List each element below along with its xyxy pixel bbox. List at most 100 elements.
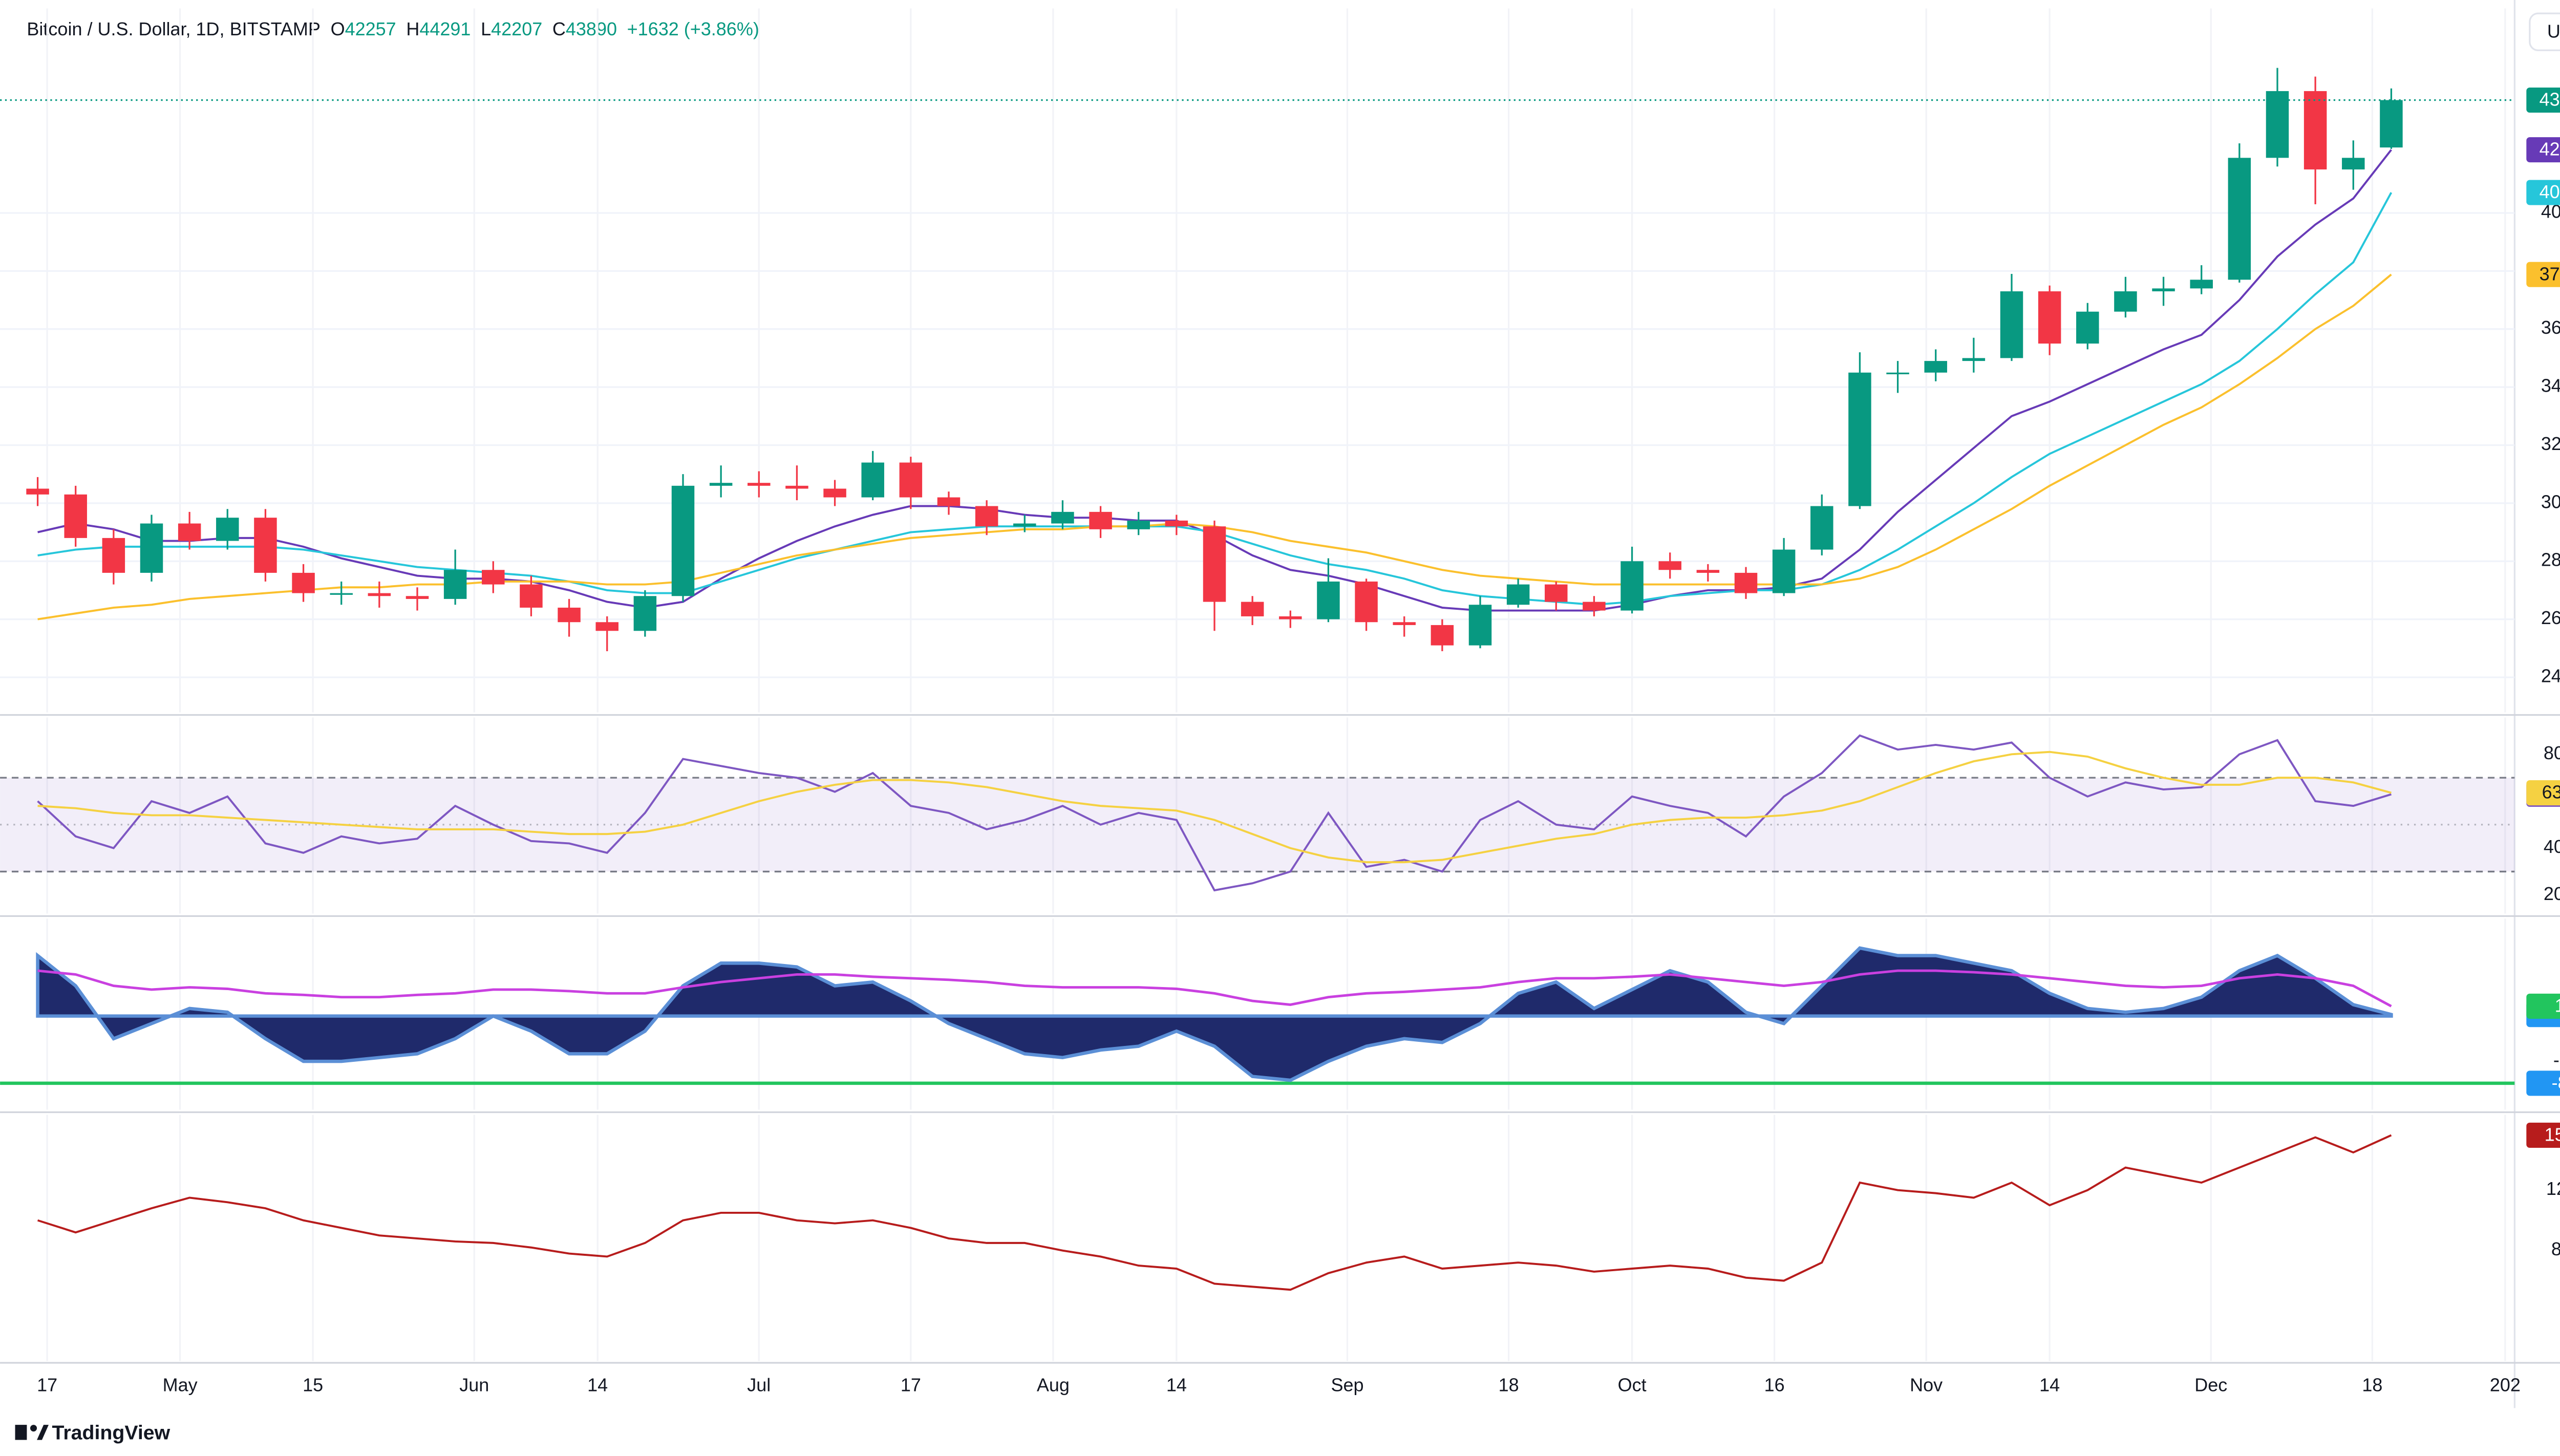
price-label: 43890 bbox=[2540, 89, 2560, 110]
candle-body bbox=[1393, 622, 1416, 625]
candle-body bbox=[254, 518, 277, 573]
x-tick-label: 14 bbox=[587, 1374, 608, 1395]
x-tick-label: 18 bbox=[2362, 1374, 2382, 1395]
candle-body bbox=[1089, 511, 1112, 529]
candle-body bbox=[785, 485, 808, 489]
price-label-box bbox=[2526, 262, 2560, 287]
ohlc-value: 44291 bbox=[419, 18, 471, 39]
price-label-box bbox=[2526, 1070, 2560, 1096]
x-tick-label: 18 bbox=[1499, 1374, 1519, 1395]
currency-label[interactable]: USD bbox=[2547, 20, 2560, 41]
indicator-line bbox=[37, 734, 2392, 892]
candle-body bbox=[1583, 602, 1606, 611]
y-tick-label: 26000 bbox=[2541, 607, 2560, 628]
candle-body bbox=[1924, 361, 1947, 373]
candle-body bbox=[861, 462, 884, 498]
y-tick-label: 40.00 bbox=[2544, 836, 2560, 857]
brand-name[interactable]: TradingView bbox=[52, 1421, 170, 1444]
plot-area bbox=[0, 717, 2515, 914]
candle-body bbox=[1355, 581, 1378, 623]
price-label: 13 bbox=[2555, 995, 2560, 1016]
logo-mark[interactable] bbox=[30, 1425, 37, 1432]
pane: 800 1200 1564 bbox=[37, 1115, 2560, 1361]
price-label: 1564 bbox=[2545, 1124, 2560, 1145]
y-tick-label: 28000 bbox=[2541, 549, 2560, 570]
ohlc-letter: O bbox=[331, 18, 345, 39]
y-tick-label: 34000 bbox=[2541, 375, 2560, 396]
plot-area bbox=[0, 918, 2515, 1110]
candle-body bbox=[2342, 158, 2365, 169]
price-label-box bbox=[2526, 87, 2560, 113]
price-label: 40705 bbox=[2540, 181, 2560, 202]
candle-body bbox=[482, 570, 505, 585]
x-tick-label: Oct bbox=[1618, 1374, 1647, 1395]
pane: 80.0040.0020.0062.9463.58 bbox=[0, 717, 2560, 914]
y-tick-label: 36000 bbox=[2541, 317, 2560, 338]
candle-body bbox=[1620, 561, 1644, 611]
price-label-box bbox=[2526, 180, 2560, 205]
candle-body bbox=[1051, 511, 1074, 524]
candle-body bbox=[330, 593, 353, 595]
x-tick-label: Sep bbox=[1331, 1374, 1363, 1395]
y-tick-label: 32000 bbox=[2541, 433, 2560, 454]
candle-body bbox=[2076, 311, 2099, 344]
price-label: -89 bbox=[2552, 1072, 2560, 1093]
indicator-line bbox=[37, 751, 2392, 864]
price-label-box bbox=[2526, 137, 2560, 163]
x-tick-label: 17 bbox=[901, 1374, 921, 1395]
candle-body bbox=[1734, 572, 1758, 593]
candle-body bbox=[443, 570, 467, 599]
candle-body bbox=[64, 494, 87, 538]
y-tick-label: 1200 bbox=[2546, 1178, 2560, 1199]
pane: 120-60213-89 bbox=[0, 918, 2560, 1110]
currency-button[interactable] bbox=[2529, 12, 2560, 51]
candle-body bbox=[1810, 506, 1833, 550]
x-tick-label: May bbox=[163, 1374, 198, 1395]
x-tick-label: 14 bbox=[1166, 1374, 1187, 1395]
candle-body bbox=[406, 596, 429, 599]
candle-body bbox=[2303, 91, 2327, 169]
candle-body bbox=[1886, 372, 1909, 375]
x-tick-label: 15 bbox=[303, 1374, 323, 1395]
candle-body bbox=[1658, 561, 1681, 570]
logo-mark[interactable] bbox=[15, 1425, 27, 1440]
x-tick-label: Jul bbox=[747, 1374, 771, 1395]
candle-body bbox=[2000, 291, 2023, 358]
y-tick-label: 20.00 bbox=[2544, 883, 2560, 904]
candle-body bbox=[823, 488, 846, 498]
ohlc-value: 42257 bbox=[345, 18, 396, 39]
candle-body bbox=[748, 483, 771, 486]
candle-body bbox=[558, 607, 581, 623]
y-tick-label: -60 bbox=[2553, 1050, 2560, 1070]
ohlc-value: 42207 bbox=[491, 18, 542, 39]
indicator-line bbox=[37, 1134, 2392, 1291]
candle-body bbox=[2190, 280, 2213, 289]
plot-area bbox=[0, 8, 2515, 713]
candle-body bbox=[709, 483, 733, 486]
x-tick-label: 14 bbox=[2039, 1374, 2060, 1395]
candle-body bbox=[1696, 570, 1720, 573]
ohlc-letter: L bbox=[481, 18, 491, 39]
candle-body bbox=[937, 497, 961, 506]
candle-body bbox=[1203, 526, 1226, 602]
candle-body bbox=[1962, 358, 1986, 361]
candle-body bbox=[1165, 520, 1188, 527]
candle-body bbox=[178, 523, 201, 541]
x-tick-label: Dec bbox=[2194, 1374, 2227, 1395]
price-label-box bbox=[2526, 993, 2560, 1019]
candle-body bbox=[102, 538, 125, 573]
symbol-title: Bitcoin / U.S. Dollar, 1D, BITSTAMP bbox=[27, 18, 320, 39]
candle-body bbox=[2114, 291, 2137, 312]
x-tick-label: Aug bbox=[1037, 1374, 1070, 1395]
y-tick-label: 80.00 bbox=[2544, 742, 2560, 763]
oscillator-area bbox=[36, 946, 2393, 1082]
candle-body bbox=[140, 523, 163, 573]
plot-area bbox=[37, 1115, 2506, 1361]
ohlc-letter: H bbox=[406, 18, 419, 39]
y-tick-label: 30000 bbox=[2541, 491, 2560, 512]
logo-mark[interactable] bbox=[37, 1425, 49, 1440]
brand-logo[interactable]: TradingView bbox=[15, 1421, 170, 1444]
x-tick-label: 17 bbox=[37, 1374, 57, 1395]
